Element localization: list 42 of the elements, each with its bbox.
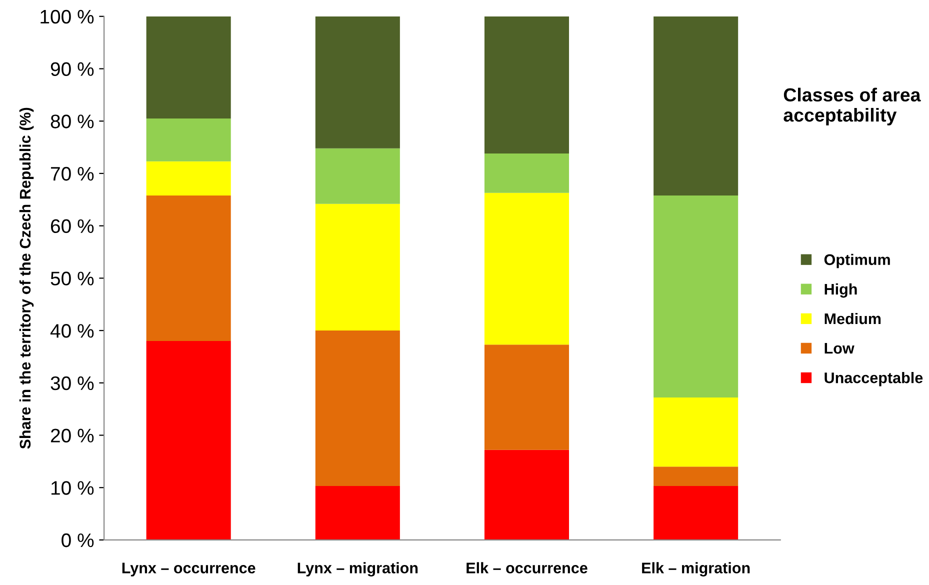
bar: [654, 195, 738, 398]
bar: [654, 486, 738, 540]
bar: [146, 195, 231, 341]
legend-label: High: [824, 283, 857, 298]
legend-label: Optimum: [824, 254, 890, 268]
y-tick-label: 30 %: [50, 376, 94, 390]
y-tick-label: 50 %: [50, 272, 94, 286]
legend-label: Low: [824, 343, 854, 354]
bar: [315, 204, 400, 331]
x-tick-label: Lynx – occurrence: [122, 562, 256, 576]
legend-label: Unacceptable: [824, 372, 923, 386]
bar: [484, 16, 570, 154]
bar: [315, 148, 400, 204]
bar: [484, 154, 570, 193]
bar: [315, 486, 400, 540]
y-tick-label: 60 %: [50, 219, 94, 234]
y-tick-label: 0 %: [62, 533, 94, 548]
bar: [654, 466, 738, 486]
legend-title: Classes of area acceptability: [784, 88, 921, 126]
bar: [654, 16, 738, 196]
y-tick-label: 10 %: [51, 481, 94, 495]
bar: [484, 344, 570, 450]
y-tick-label: 80 %: [50, 114, 94, 128]
y-tick-label: 90 %: [50, 62, 94, 76]
y-tick-label: 20 %: [50, 428, 94, 442]
bar: [146, 340, 231, 540]
bar: [654, 398, 738, 467]
bar: [484, 450, 570, 540]
legend-label: Medium: [824, 312, 881, 324]
y-tick-label: 70 %: [51, 166, 94, 181]
y-axis-title: Share in the territory of the Czech Republic (%): [19, 108, 34, 449]
x-tick-label: Elk – migration: [642, 562, 750, 576]
x-tick-label: Elk – occurrence: [466, 562, 588, 574]
bar: [146, 161, 231, 196]
bar: [315, 330, 400, 486]
y-tick-label: 100 %: [40, 10, 94, 24]
bar: [146, 16, 231, 118]
bar: [484, 192, 570, 345]
bar: [315, 16, 400, 148]
bar: [146, 118, 231, 162]
y-tick-label: 40 %: [50, 324, 94, 338]
x-tick-label: Lynx – migration: [298, 562, 418, 576]
